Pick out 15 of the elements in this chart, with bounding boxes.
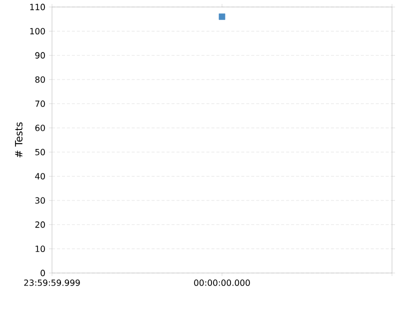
y-tick-label: 90	[35, 52, 45, 59]
y-tick-label: 40	[35, 173, 45, 180]
y-tick-label: 50	[35, 148, 45, 156]
y-tick-label: 10	[36, 246, 45, 252]
y-tick-label: 0	[40, 270, 45, 276]
y-tick-label: 30	[35, 197, 45, 204]
y-tick-label: 110	[30, 4, 45, 10]
y-tick-label: 60	[35, 124, 45, 132]
y-tick-label: 20	[35, 221, 45, 228]
y-axis-title: # Tests	[15, 122, 22, 158]
y-tick-label: 80	[35, 76, 45, 83]
y-tick-label: 100	[30, 28, 45, 34]
y-tick-label: 70	[35, 100, 45, 107]
x-tick-label: 23:59:59.999	[24, 280, 80, 286]
x-tick-label: 00:00:00.000	[194, 280, 250, 286]
